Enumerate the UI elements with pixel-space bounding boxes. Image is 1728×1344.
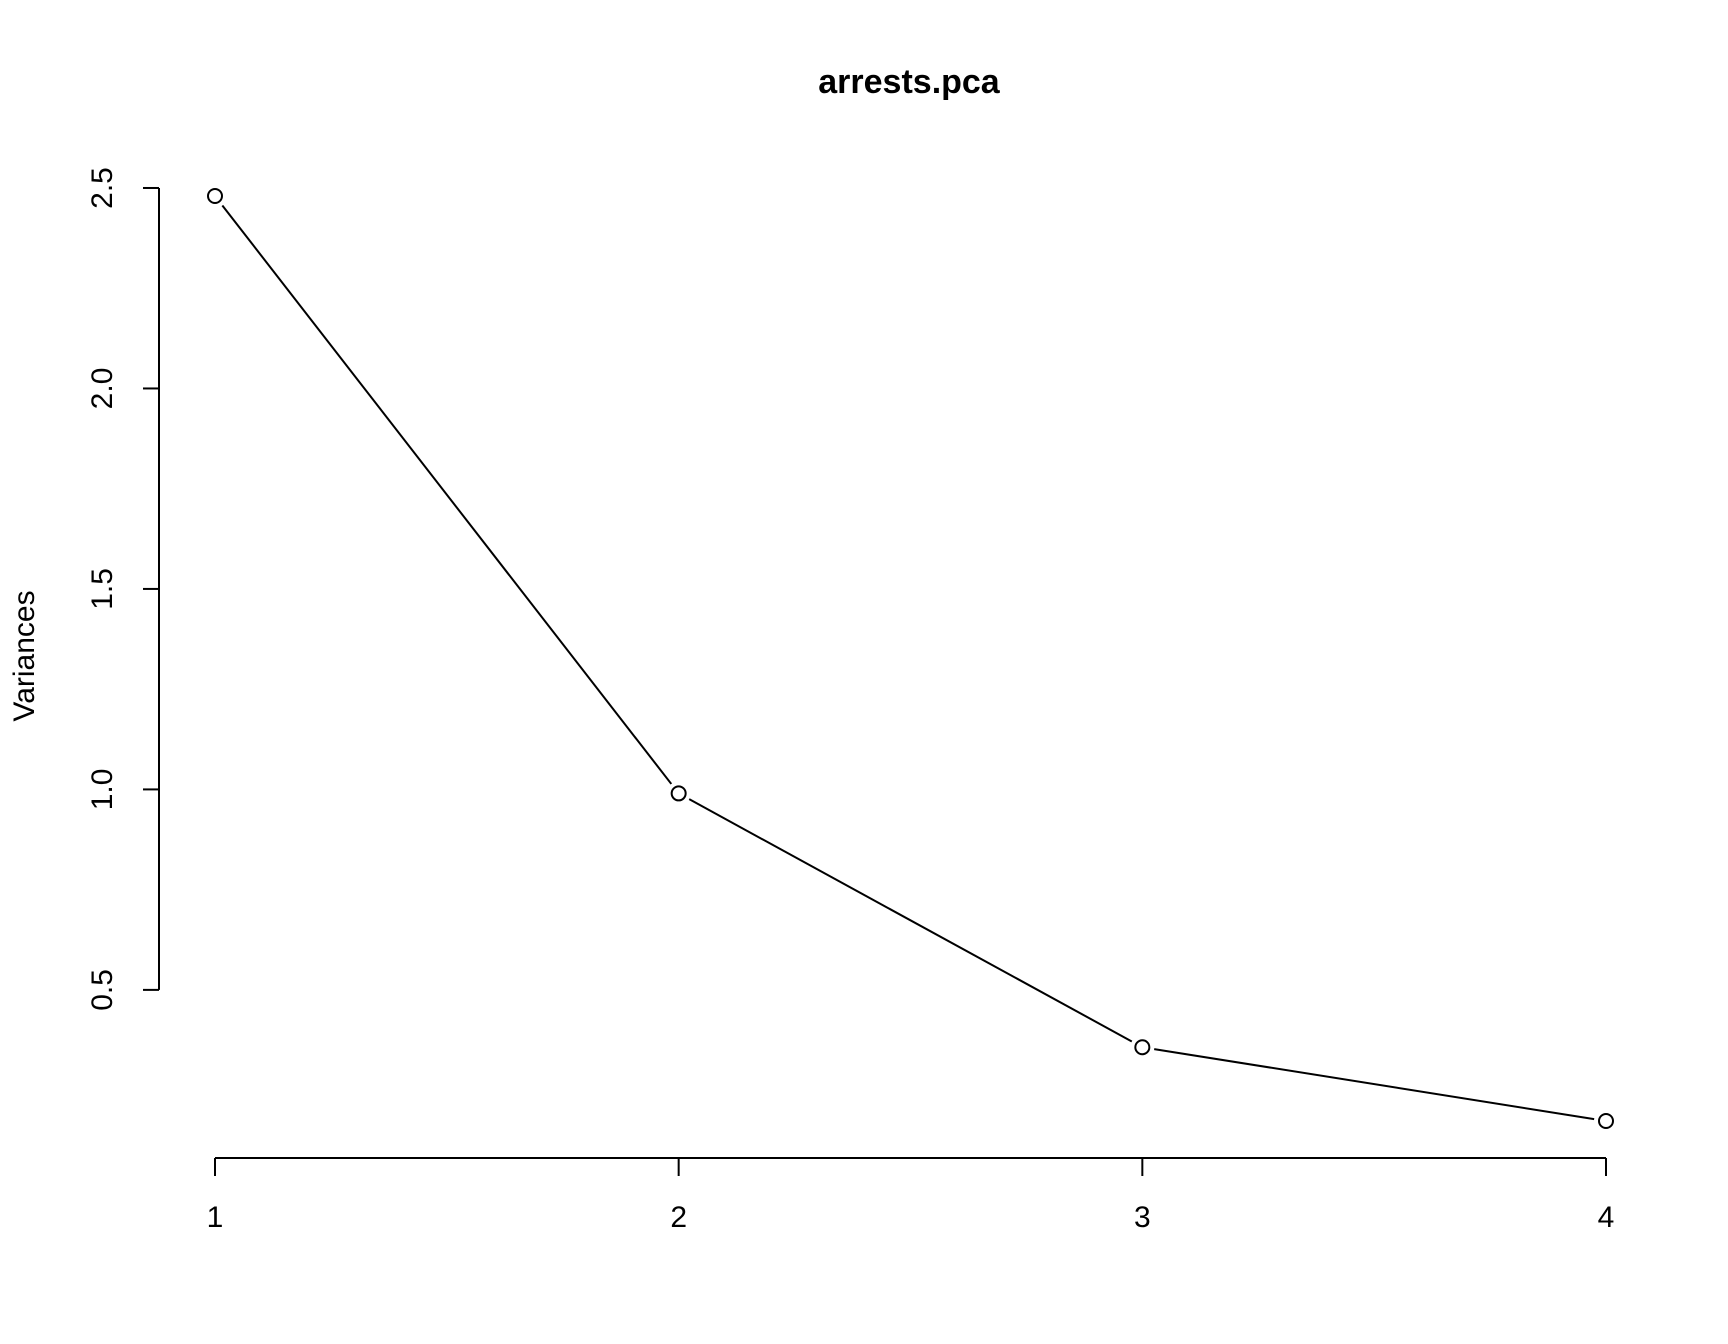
series-line-segment	[688, 798, 1133, 1043]
x-tick-label: 4	[1598, 1201, 1615, 1234]
series-line-segment	[1154, 1048, 1595, 1121]
chart-title: arrests.pca	[818, 63, 1001, 101]
y-tick-label: 2.0	[86, 368, 119, 410]
y-tick-label: 1.5	[86, 568, 119, 610]
x-tick-label: 3	[1134, 1201, 1151, 1234]
x-tick-label: 2	[670, 1201, 687, 1234]
y-tick-label: 2.5	[86, 167, 119, 209]
series-line-segment	[221, 204, 673, 785]
axes: 0.5 1.0 1.5 2.0 2.5 1 2 3 4	[86, 167, 1614, 1234]
y-tick-label: 1.0	[86, 769, 119, 811]
y-tick-label: 0.5	[86, 969, 119, 1011]
data-point	[670, 785, 687, 802]
data-point	[1134, 1039, 1151, 1056]
data-point	[1598, 1113, 1614, 1129]
data-point	[207, 188, 223, 204]
series-variances	[207, 188, 1614, 1129]
y-axis-label: Variances	[8, 590, 41, 721]
x-tick-label: 1	[207, 1201, 224, 1234]
